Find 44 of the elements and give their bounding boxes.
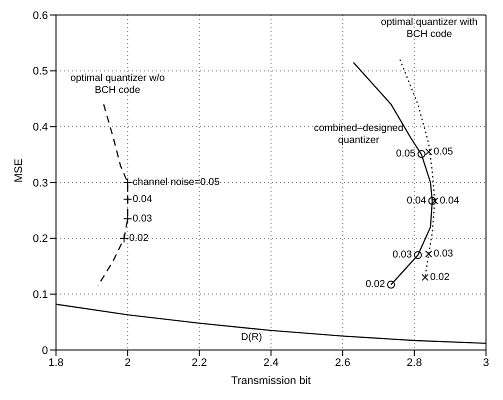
- annotation: 0.04: [440, 195, 460, 206]
- point: [414, 251, 422, 260]
- point: [120, 234, 129, 243]
- x-tick-label: 2.8: [406, 356, 422, 369]
- annotation: 0.03: [434, 248, 454, 260]
- annotation: 0.04: [406, 195, 427, 206]
- annotation: 0.02: [430, 272, 450, 283]
- y-tick-label: 0.3: [32, 177, 48, 190]
- point: [123, 194, 132, 204]
- point: [422, 274, 429, 281]
- x-tick-label: 1.8: [48, 356, 64, 369]
- annotation: 0.05: [396, 148, 416, 160]
- point: [425, 250, 432, 258]
- point: [387, 280, 396, 289]
- line-series: [97, 104, 128, 286]
- annotation: 0.03: [392, 250, 412, 261]
- annotation: channel noise=0.05: [132, 177, 220, 188]
- x-tick-label: 2.2: [192, 356, 207, 369]
- x-tick-label: 3: [482, 356, 490, 369]
- point: [428, 196, 436, 205]
- y-tick-label: 0.1: [32, 289, 48, 302]
- point: [425, 148, 432, 156]
- x-axis-title: Transmission bit: [231, 375, 311, 387]
- annotation: 0.02: [366, 279, 386, 290]
- y-tick-label: 0.4: [32, 122, 48, 134]
- x-tick-label: 2.6: [335, 356, 350, 369]
- y-tick-label: 0: [42, 344, 48, 357]
- annotation: 0.03: [132, 213, 153, 224]
- x-tick-label: 2.4: [263, 356, 279, 369]
- annotation: optimal quantizer with BCH code: [380, 17, 478, 42]
- annotation: combined–designed quantizer: [314, 122, 404, 147]
- annotation: 0.04: [132, 194, 153, 205]
- y-tick-label: 0.5: [32, 66, 48, 78]
- y-axis-title: MSE: [12, 158, 25, 182]
- x-tick-label: 2: [124, 356, 131, 369]
- y-tick-label: 0.2: [32, 233, 48, 246]
- point: [123, 214, 132, 224]
- annotation: D(R): [240, 332, 262, 344]
- point: [123, 178, 132, 187]
- annotation: optimal quantizer w/o BCH code: [70, 72, 165, 97]
- point: [418, 150, 426, 158]
- annotation: 0.02: [129, 232, 149, 244]
- annotation: 0.05: [434, 146, 454, 158]
- y-tick-label: 0.6: [32, 10, 48, 22]
